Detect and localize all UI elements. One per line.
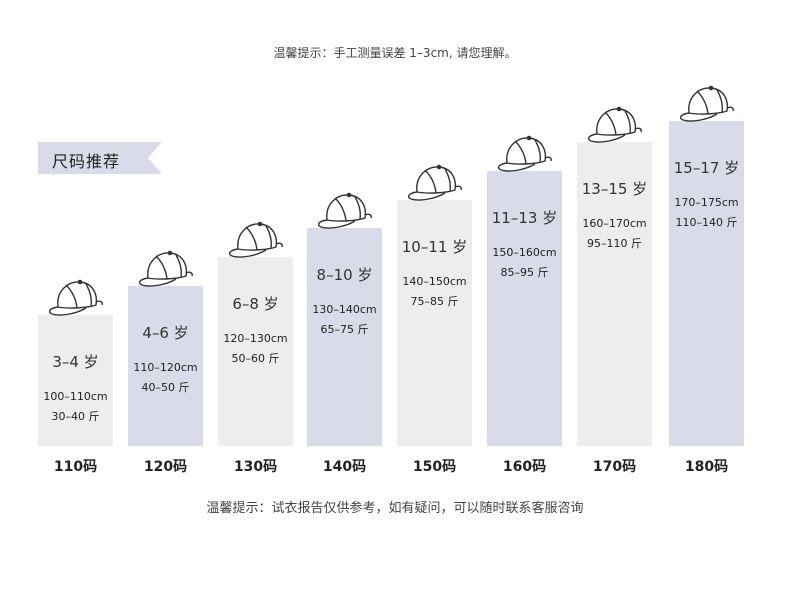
size-label: 180码 (684, 459, 729, 475)
size-column: 8–10 岁 130–140cm 65–75 斤 (307, 184, 382, 446)
age-label: 11–13 岁 (491, 209, 558, 227)
height-range: 160–170cm (582, 217, 647, 230)
age-label: 8–10 岁 (316, 266, 373, 284)
height-range: 110–120cm (133, 361, 198, 374)
age-label: 10–11 岁 (401, 238, 468, 256)
notice-bottom: 温馨提示：试衣报告仅供参考，如有疑问，可以随时联系客服咨询 (206, 501, 584, 516)
size-column: 10–11 岁 140–150cm 75–85 斤 (397, 156, 472, 446)
size-bar (38, 315, 113, 446)
cap-icon (315, 190, 375, 230)
tag-label: 尺码推荐 (52, 152, 121, 171)
size-label: 120码 (143, 459, 188, 475)
notice-top: 温馨提示：手工测量误差 1–3cm, 请您理解。 (273, 46, 517, 60)
weight-range: 40–50 斤 (141, 381, 190, 394)
size-column: 15–17 岁 170–175cm 110–140 斤 (669, 77, 744, 446)
size-label: 140码 (322, 459, 367, 475)
size-bar (397, 200, 472, 446)
weight-range: 50–60 斤 (231, 352, 280, 365)
size-column: 3–4 岁 100–110cm 30–40 斤 (38, 271, 113, 446)
size-column: 6–8 岁 120–130cm 50–60 斤 (218, 213, 293, 446)
weight-range: 75–85 斤 (410, 295, 459, 308)
height-range: 170–175cm (674, 196, 739, 209)
size-bar (577, 142, 652, 446)
cap-icon (677, 83, 737, 123)
cap-icon (495, 133, 555, 173)
size-label: 150码 (412, 459, 457, 475)
height-range: 120–130cm (223, 332, 288, 345)
size-bar (128, 286, 203, 446)
weight-range: 110–140 斤 (675, 216, 738, 229)
size-bar (669, 121, 744, 446)
age-label: 6–8 岁 (232, 295, 279, 313)
cap-icon (136, 248, 196, 288)
weight-range: 95–110 斤 (587, 237, 642, 250)
size-column: 4–6 岁 110–120cm 40–50 斤 (128, 242, 203, 446)
size-bar (218, 257, 293, 446)
size-label: 110码 (53, 459, 98, 475)
height-range: 130–140cm (312, 303, 377, 316)
size-label: 160码 (502, 459, 547, 475)
weight-range: 85–95 斤 (500, 266, 549, 279)
age-label: 3–4 岁 (52, 353, 99, 371)
height-range: 140–150cm (402, 275, 467, 288)
size-bar (307, 228, 382, 446)
cap-icon (585, 104, 645, 144)
size-label: 170码 (592, 459, 637, 475)
weight-range: 30–40 斤 (51, 410, 100, 423)
size-column: 11–13 岁 150–160cm 85–95 斤 (487, 127, 562, 446)
age-label: 4–6 岁 (142, 324, 189, 342)
weight-range: 65–75 斤 (320, 323, 369, 336)
cap-icon (46, 277, 106, 317)
height-range: 100–110cm (43, 390, 108, 403)
cap-icon (226, 219, 286, 259)
size-column: 13–15 岁 160–170cm 95–110 斤 (577, 98, 652, 446)
age-label: 13–15 岁 (581, 180, 648, 198)
size-recommend-tag: 尺码推荐 (38, 142, 162, 174)
tag-shape (38, 142, 162, 174)
height-range: 150–160cm (492, 246, 557, 259)
age-label: 15–17 岁 (673, 159, 740, 177)
cap-icon (405, 162, 465, 202)
size-bar (487, 171, 562, 446)
size-label: 130码 (233, 459, 278, 475)
